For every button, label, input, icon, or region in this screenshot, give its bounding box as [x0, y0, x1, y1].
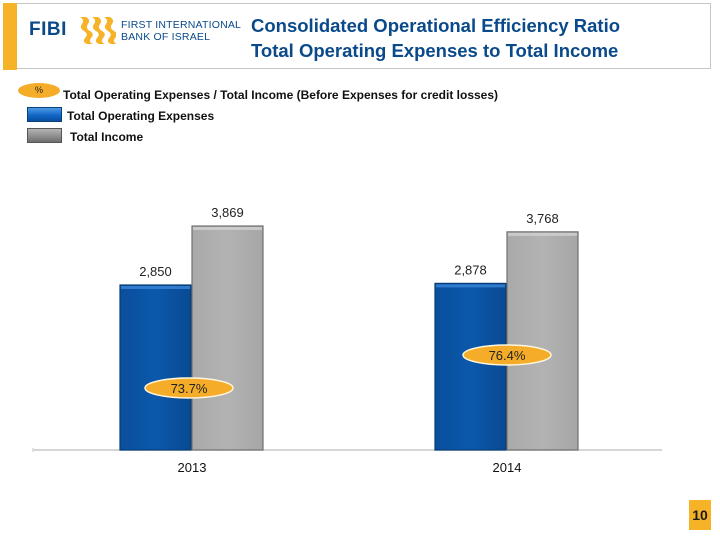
income-bar-value-label: 3,869 [211, 205, 244, 220]
expenses-legend-label: Total Operating Expenses [67, 109, 215, 123]
page-title: Consolidated Operational Efficiency Rati… [251, 15, 621, 36]
bank-name-line1: FIRST INTERNATIONAL [121, 19, 242, 31]
ratio-label: 73.7% [171, 381, 208, 396]
expenses-bar-2013 [119, 284, 192, 451]
page-number: 10 [689, 500, 711, 530]
income-legend-swatch [27, 128, 62, 143]
income-bar-2013 [191, 225, 264, 451]
ratio-legend-marker: % [18, 83, 60, 98]
ratio-oval-2013 [144, 377, 234, 399]
brand-logo-text: FIBI [29, 19, 67, 40]
bank-name-line2: BANK OF ISRAEL [121, 31, 211, 43]
ratio-legend-label: Total Operating Expenses / Total Income … [63, 88, 499, 102]
page-subtitle: Total Operating Expenses to Total Income [251, 40, 619, 61]
income-bar-highlight [508, 232, 577, 236]
income-bar-value-label: 3,768 [526, 211, 559, 226]
expenses-bar-value-label: 2,850 [139, 264, 172, 279]
ratio-oval-2014 [462, 344, 552, 366]
income-legend-label: Total Income [70, 130, 144, 144]
wave-logo-icon [80, 17, 116, 44]
ratio-label: 76.4% [489, 348, 526, 363]
x-tick-label: 2014 [493, 460, 522, 475]
expenses-bar-value-label: 2,878 [454, 262, 487, 277]
expenses-bar-highlight [121, 286, 190, 289]
header-frame [3, 3, 711, 69]
income-bar-highlight [193, 227, 262, 231]
x-tick-label: 2013 [178, 460, 207, 475]
expenses-bar-2014 [434, 282, 507, 451]
income-bar-2014 [506, 231, 579, 451]
accent-stripe [3, 3, 17, 70]
expenses-bar-highlight [436, 284, 505, 288]
expenses-legend-swatch [27, 107, 62, 122]
bank-name: FIRST INTERNATIONAL BANK OF ISRAEL [121, 19, 241, 43]
